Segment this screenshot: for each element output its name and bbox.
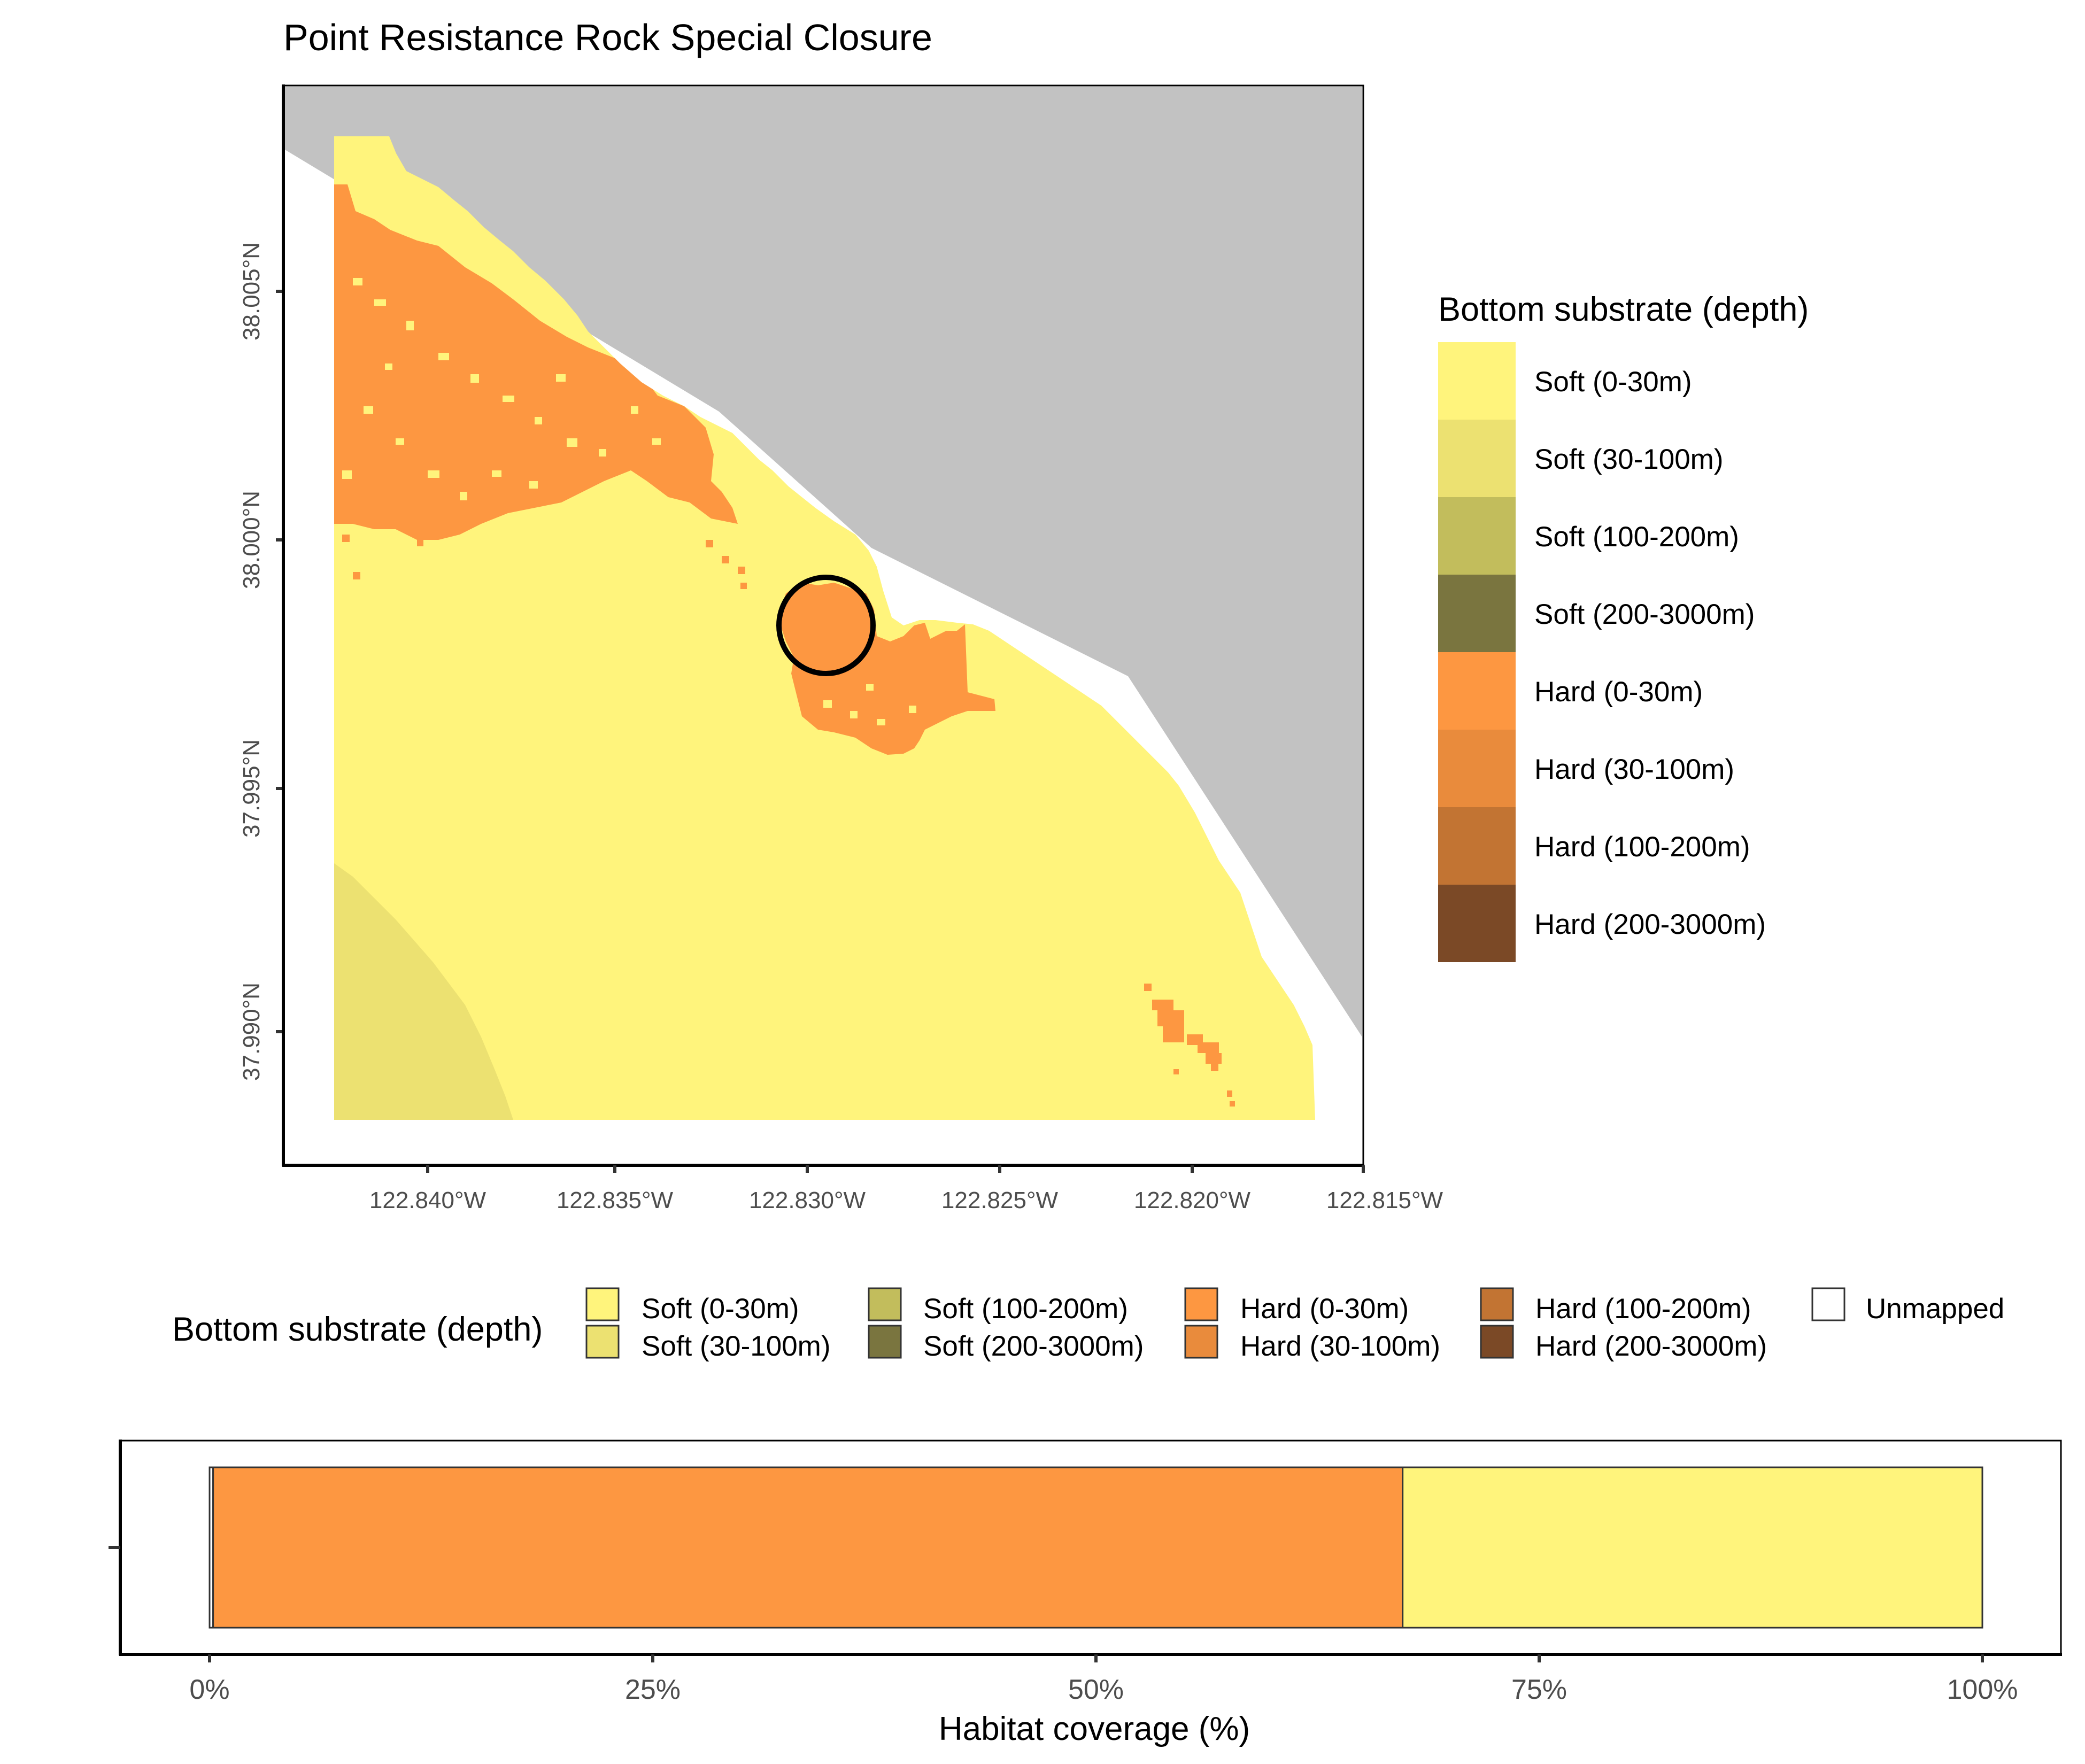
legend-swatch (585, 1325, 620, 1359)
coverage-bar-segment (212, 1466, 1404, 1629)
legend-swatch (1811, 1287, 1845, 1321)
lon-tick-label: 122.820°W (1134, 1187, 1251, 1213)
legend-label: Hard (200-3000m) (1534, 909, 1766, 940)
right-legend-item: Soft (100-200m) (1438, 497, 1739, 575)
highlight-ring (776, 575, 876, 676)
chart-x-tick-label: 0% (189, 1674, 229, 1705)
legend-swatch (1480, 1287, 1514, 1321)
legend-label: Soft (0-30m) (642, 1293, 799, 1325)
hard-reef-north (334, 184, 738, 540)
right-legend-item: Hard (200-3000m) (1438, 885, 1766, 962)
legend-swatch (1438, 497, 1516, 575)
lat-tick-label: 37.995°N (238, 739, 265, 838)
hard-patches-north (342, 278, 661, 500)
chart-x-ticks: 0% 25% 50% 75% 100% (189, 1654, 2018, 1705)
legend-swatch (1184, 1287, 1218, 1321)
chart-x-axis-title: Habitat coverage (%) (939, 1711, 1250, 1747)
legend-label: Soft (200-3000m) (1534, 599, 1755, 630)
legend-swatch (1438, 730, 1516, 807)
map-title: Point Resistance Rock Special Closure (283, 17, 932, 58)
right-legend: Bottom substrate (depth) Soft (0-30m) So… (1438, 291, 1809, 962)
map-x-axis: 122.840°W 122.835°W 122.830°W 122.825°W … (282, 1164, 1443, 1213)
legend-swatch (868, 1325, 902, 1359)
legend-label: Hard (100-200m) (1534, 831, 1750, 863)
lat-tick-label: 38.000°N (238, 491, 265, 589)
hard-substrate-rock (781, 583, 995, 755)
hard-reef-rock (781, 583, 995, 755)
map-panel (282, 84, 1364, 1166)
lon-ticks (426, 1165, 1365, 1173)
right-legend-item: Hard (100-200m) (1438, 807, 1750, 885)
legend-swatch (1438, 575, 1516, 652)
lon-tick-label: 122.830°W (749, 1187, 866, 1213)
right-legend-title: Bottom substrate (depth) (1438, 291, 1809, 328)
legend-label: Hard (30-100m) (1534, 754, 1734, 785)
chart-x-tick-label: 50% (1068, 1674, 1124, 1705)
legend-label: Soft (30-100m) (1534, 444, 1723, 475)
coverage-bar-segment (1402, 1466, 1983, 1629)
chart-x-tick-label: 25% (625, 1674, 681, 1705)
lat-tick-label: 37.990°N (238, 982, 265, 1081)
legend-swatch (1184, 1325, 1218, 1359)
legend-swatch (1438, 652, 1516, 730)
bottom-legend-title: Bottom substrate (depth) (172, 1311, 543, 1348)
lon-tick-label: 122.835°W (557, 1187, 674, 1213)
lat-tick-label: 38.005°N (238, 242, 265, 341)
right-legend-item: Soft (200-3000m) (1438, 575, 1755, 652)
legend-label: Soft (100-200m) (923, 1293, 1128, 1325)
legend-swatch (1438, 885, 1516, 962)
legend-swatch (1438, 420, 1516, 497)
chart-x-tick-label: 100% (1947, 1674, 2018, 1705)
chart-x-tick-label: 75% (1511, 1674, 1567, 1705)
hard-substrate-south (1144, 984, 1235, 1107)
right-legend-item: Soft (30-100m) (1438, 420, 1723, 497)
right-legend-item: Hard (0-30m) (1438, 652, 1703, 730)
legend-label: Hard (0-30m) (1240, 1293, 1409, 1325)
legend-label: Soft (30-100m) (642, 1330, 830, 1362)
legend-label: Hard (30-100m) (1240, 1330, 1440, 1362)
soft-30-100-area (334, 863, 513, 1120)
legend-label: Soft (100-200m) (1534, 521, 1739, 553)
legend-swatch (585, 1287, 620, 1321)
map-y-axis: 38.005°N 38.000°N 37.995°N 37.990°N (238, 84, 285, 1166)
lon-tick-label: 122.815°W (1326, 1187, 1443, 1213)
hard-substrate-north (334, 184, 747, 589)
legend-swatch (1480, 1325, 1514, 1359)
coverage-chart: 0% 25% 50% 75% 100% Habitat coverage (%) (109, 1440, 2062, 1747)
right-legend-item: Soft (0-30m) (1438, 342, 1692, 420)
lon-tick-label: 122.840°W (369, 1187, 486, 1213)
legend-label: Hard (100-200m) (1535, 1293, 1751, 1325)
right-legend-item: Hard (30-100m) (1438, 730, 1734, 807)
hard-patches-rock (823, 684, 916, 725)
legend-label: Soft (200-3000m) (923, 1330, 1144, 1362)
legend-label: Hard (0-30m) (1534, 676, 1703, 708)
bottom-legend: Bottom substrate (depth) Soft (0-30m) So… (172, 1287, 2004, 1362)
hard-scatter-north (342, 535, 747, 589)
coverage-bars (208, 1466, 1983, 1629)
legend-label: Unmapped (1866, 1293, 2004, 1325)
legend-swatch (1438, 342, 1516, 420)
legend-swatch (1438, 807, 1516, 885)
legend-swatch (868, 1287, 902, 1321)
lon-tick-label: 122.825°W (941, 1187, 1059, 1213)
land-area (285, 87, 1362, 1037)
legend-label: Hard (200-3000m) (1535, 1330, 1767, 1362)
legend-label: Soft (0-30m) (1534, 366, 1692, 398)
